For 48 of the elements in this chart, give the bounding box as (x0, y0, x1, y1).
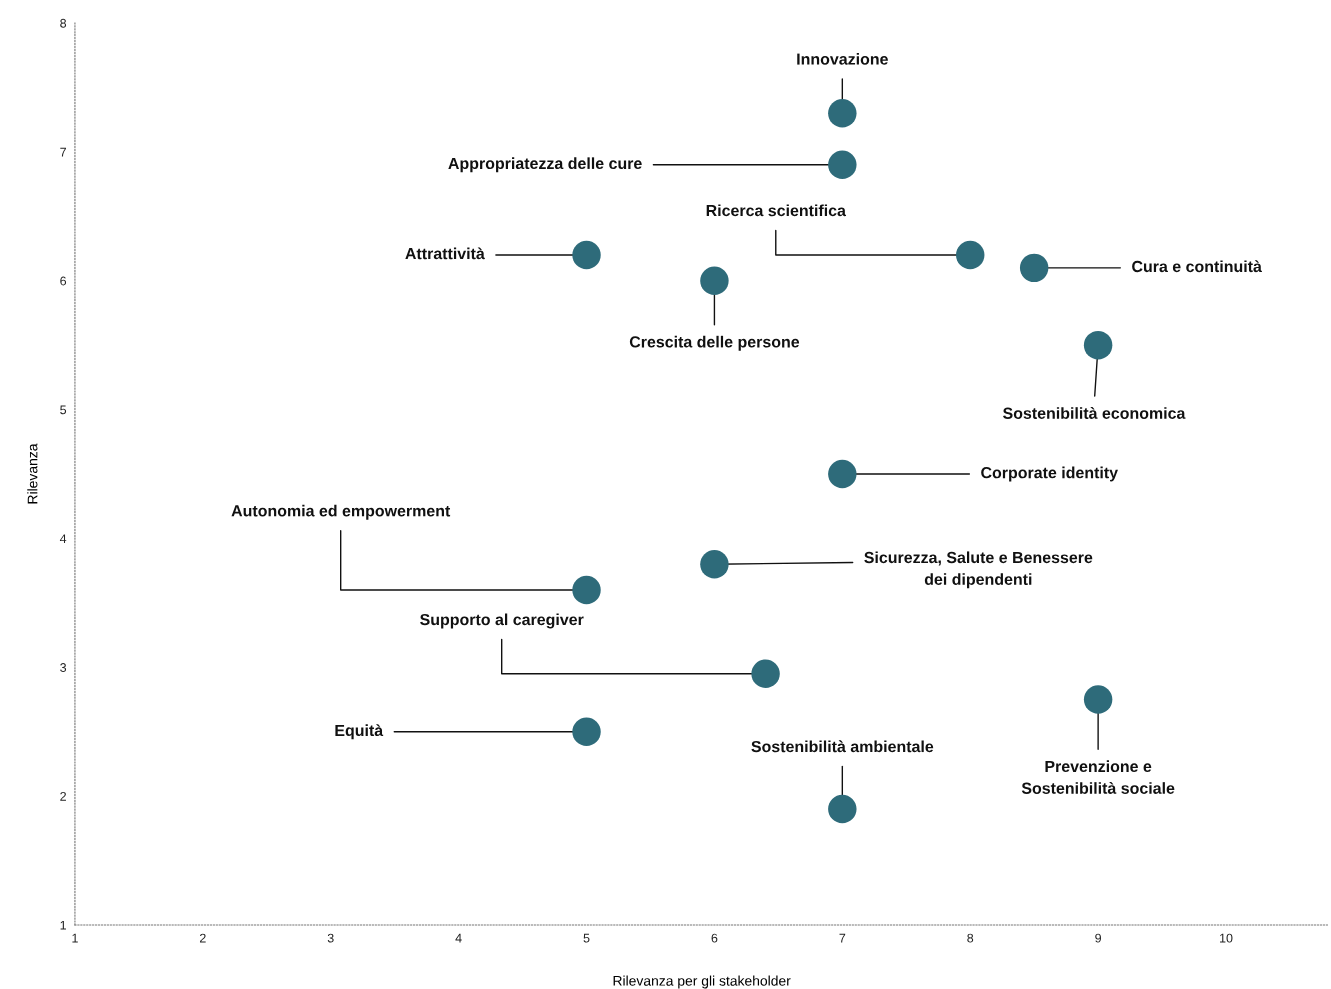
annotation: Sostenibilità economica (1003, 407, 1186, 419)
point (572, 717, 601, 746)
point (1083, 330, 1113, 360)
x-tick-label: 4 (455, 933, 462, 943)
point (955, 240, 985, 270)
x-tick-label: 5 (583, 933, 590, 943)
x-tick-label: 3 (327, 933, 334, 943)
annotation: Prevenzione e Sostenibilità sociale (1021, 760, 1175, 794)
point (1083, 685, 1113, 714)
point (572, 575, 601, 605)
annotation: Autonomia ed empowerment (231, 504, 451, 520)
point (1019, 253, 1049, 283)
x-tick-label: 8 (967, 933, 974, 943)
point (572, 240, 601, 270)
point (700, 266, 729, 295)
y-tick-label: 4 (59, 534, 67, 543)
annotation: Sostenibilità ambientale (751, 740, 934, 753)
x-tick-label: 1 (72, 933, 78, 943)
x-axis-title: Rilevanza per gli stakeholder (613, 975, 791, 989)
point (828, 150, 857, 180)
x-tick-label: 6 (711, 933, 718, 943)
y-tick-label: 2 (60, 791, 66, 801)
annotation: Innovazione (797, 53, 888, 65)
y-tick-label: 6 (60, 276, 67, 286)
annotation: Corporate identity (981, 466, 1118, 482)
point (700, 549, 729, 579)
annotation: Sicurezza, Salute e Benessere dei dipendenti (864, 551, 1093, 589)
x-tick-label: 10 (1220, 933, 1233, 943)
annotation: Ricerca scientifica (706, 204, 847, 217)
x-tick-label: 9 (1095, 933, 1102, 943)
y-tick-label: 5 (60, 405, 67, 415)
y-tick-label: 3 (60, 663, 67, 672)
point (828, 794, 857, 824)
point (751, 659, 780, 688)
annotation: Supporto al caregiver (420, 613, 584, 629)
annotation: Cura e continuità (1132, 260, 1262, 273)
annotation: Crescita delle persone (629, 335, 800, 351)
y-axis-title: Rilevanza (27, 443, 38, 504)
point (828, 459, 857, 489)
annotation: Attrattività (405, 247, 485, 260)
x-tick-label: 7 (839, 933, 846, 943)
y-tick-label: 1 (60, 920, 66, 930)
y-tick-label: 8 (60, 18, 67, 28)
point (828, 99, 857, 128)
annotation: Appropriatezza delle cure (448, 157, 642, 173)
y-tick-label: 7 (60, 147, 66, 157)
x-tick-label: 2 (199, 933, 206, 943)
annotation: Equità (335, 724, 384, 740)
